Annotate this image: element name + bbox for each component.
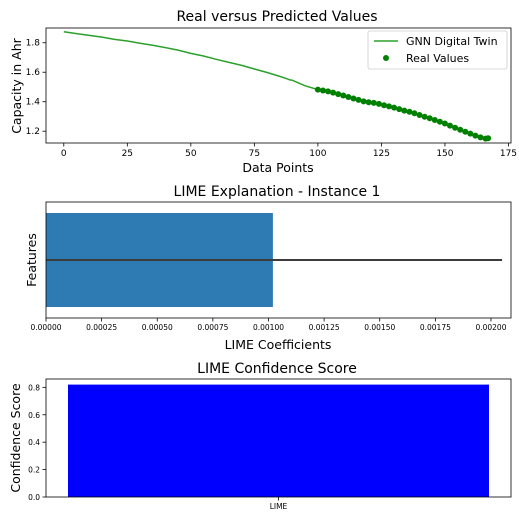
- series: [63, 30, 492, 142]
- y-tick-label: 1.8: [26, 39, 41, 49]
- lime-explanation-chart: LIME Explanation - Instance 1 0.00000 0.0…: [24, 184, 512, 352]
- real-value-point: [467, 130, 474, 137]
- real-value-point: [335, 91, 342, 98]
- y-tick-label: 0.8: [28, 383, 40, 392]
- y-tick-label: 0.6: [28, 411, 40, 420]
- x-tick-label: 125: [373, 149, 390, 159]
- y-axis-label: Capacity in Ahr: [9, 37, 24, 133]
- x-tick-label: 0.00075: [197, 323, 228, 332]
- x-tick-label: 0.00175: [420, 323, 451, 332]
- real-value-point: [452, 124, 459, 131]
- y-tick-label: 0.4: [28, 438, 40, 447]
- real-value-point: [350, 95, 357, 102]
- x-tick-label: 0: [61, 149, 67, 159]
- real-value-point: [436, 118, 443, 125]
- x-ticks: 0.00000 0.00025 0.00050 0.00075 0.00100 0.001…: [30, 318, 507, 332]
- legend-marker-swatch: [383, 55, 389, 61]
- x-ticks: 0 25 50 75 100 125 150 175: [61, 143, 517, 159]
- x-ticks: LIME: [270, 497, 288, 511]
- x-tick-label: LIME: [270, 502, 288, 511]
- x-tick-label: 0.00000: [30, 323, 61, 332]
- real-value-point: [477, 134, 484, 141]
- real-value-point: [365, 99, 372, 106]
- y-tick-label: 1.2: [26, 127, 40, 137]
- real-value-point: [340, 92, 347, 99]
- x-tick-label: 25: [122, 149, 133, 159]
- real-value-point: [370, 99, 377, 106]
- real-value-point: [360, 98, 367, 105]
- x-tick-label: 175: [500, 149, 517, 159]
- real-value-point: [320, 87, 326, 94]
- x-axis-label: Data Points: [242, 160, 313, 175]
- x-tick-label: 100: [309, 149, 326, 159]
- legend-label-real: Real Values: [406, 52, 469, 65]
- real-value-point: [391, 104, 398, 111]
- real-value-point: [457, 126, 464, 133]
- plot-frame: [45, 201, 512, 319]
- x-tick-label: 0.00050: [142, 323, 173, 332]
- y-axis-label: Features: [24, 233, 39, 287]
- x-tick-label: 0.00125: [309, 323, 340, 332]
- real-value-point: [411, 110, 418, 117]
- x-tick-label: 0.00200: [475, 323, 506, 332]
- x-tick-label: 0.00150: [364, 323, 395, 332]
- real-value-point: [462, 128, 469, 135]
- y-axis-label: Confidence Score: [8, 383, 23, 493]
- real-value-point: [485, 135, 492, 142]
- y-ticks: 1.2 1.4 1.6 1.8: [26, 39, 46, 137]
- plot-frame: [45, 27, 512, 144]
- chart-title: LIME Explanation - Instance 1: [174, 184, 381, 200]
- x-tick-label: 0.00100: [253, 323, 284, 332]
- y-tick-label: 0.2: [28, 466, 40, 475]
- real-value-point: [345, 94, 352, 100]
- confidence-bar: [68, 384, 489, 497]
- real-value-point: [396, 106, 403, 113]
- real-value-point: [386, 103, 392, 110]
- lime-confidence-chart: LIME Confidence Score LIME 0.00.20.40.60…: [8, 361, 512, 511]
- x-tick-label: 75: [249, 149, 260, 159]
- x-axis-label: LIME Coefficients: [225, 337, 332, 352]
- real-value-point: [447, 122, 453, 129]
- real-value-point: [375, 100, 382, 107]
- real-value-point: [472, 132, 479, 139]
- real-value-point: [441, 120, 448, 127]
- capacity-chart: Real versus Predicted Values 0 25 50 75 100 1…: [9, 9, 517, 175]
- y-tick-label: 1.4: [26, 98, 41, 108]
- real-value-point: [381, 102, 387, 109]
- x-tick-label: 50: [185, 149, 197, 159]
- chart-title: Real versus Predicted Values: [176, 9, 377, 25]
- real-value-point: [325, 88, 331, 95]
- chart-title: LIME Confidence Score: [197, 361, 357, 377]
- y-ticks: 0.0 0.2 0.4 0.6 0.8: [28, 383, 46, 502]
- real-value-point: [431, 117, 438, 123]
- real-value-point: [406, 108, 413, 115]
- real-value-point: [421, 113, 428, 120]
- legend: GNN Digital Twin Real Values: [367, 30, 508, 70]
- legend-box: [367, 30, 508, 70]
- real-value-point: [401, 107, 408, 114]
- real-value-point: [416, 112, 423, 118]
- real-value-point: [314, 86, 321, 93]
- real-value-point: [426, 115, 433, 122]
- real-value-point: [355, 96, 362, 103]
- x-tick-label: 150: [436, 149, 453, 159]
- y-tick-label: 1.6: [26, 68, 41, 78]
- y-tick-label: 0.0: [28, 493, 40, 502]
- x-tick-label: 0.00025: [86, 323, 117, 332]
- legend-label-gnn: GNN Digital Twin: [406, 35, 498, 48]
- real-value-point: [330, 89, 337, 96]
